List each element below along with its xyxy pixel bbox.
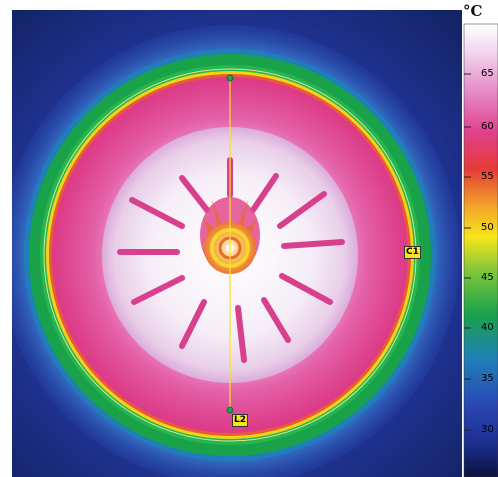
spoke [250, 173, 279, 213]
scale-tick-label: 45 [481, 272, 494, 283]
scale-tick-label: 55 [481, 171, 494, 182]
scale-border [463, 23, 498, 477]
temperature-scale-bar [463, 23, 498, 477]
line-endpoint-bottom[interactable] [226, 406, 234, 414]
scale-tick-label: 30 [481, 424, 494, 435]
spoke [129, 197, 185, 229]
thermal-image [12, 10, 462, 477]
scale-ticks [464, 73, 471, 431]
scale-tick-label: 35 [481, 373, 494, 384]
scale-gradient [464, 24, 498, 477]
spoke [131, 275, 185, 305]
spoke [281, 239, 345, 249]
scale-tick-label: 60 [481, 121, 494, 132]
temperature-scale [462, 0, 498, 477]
marker-label-l2[interactable]: L2 [232, 414, 248, 427]
thermal-wheel-image [12, 10, 462, 477]
scale-tick-label: 40 [481, 322, 494, 333]
spoke [277, 191, 327, 229]
scale-tick-label: 50 [481, 222, 494, 233]
spoke [261, 297, 291, 343]
scale-unit: °C [463, 2, 483, 20]
spoke [179, 299, 207, 349]
spoke [179, 175, 210, 213]
spoke [235, 305, 247, 363]
spoke [279, 273, 333, 305]
line-endpoint-top[interactable] [226, 74, 234, 82]
scale-tick-label: 65 [481, 68, 494, 79]
marker-label-c1[interactable]: C1 [404, 246, 421, 259]
